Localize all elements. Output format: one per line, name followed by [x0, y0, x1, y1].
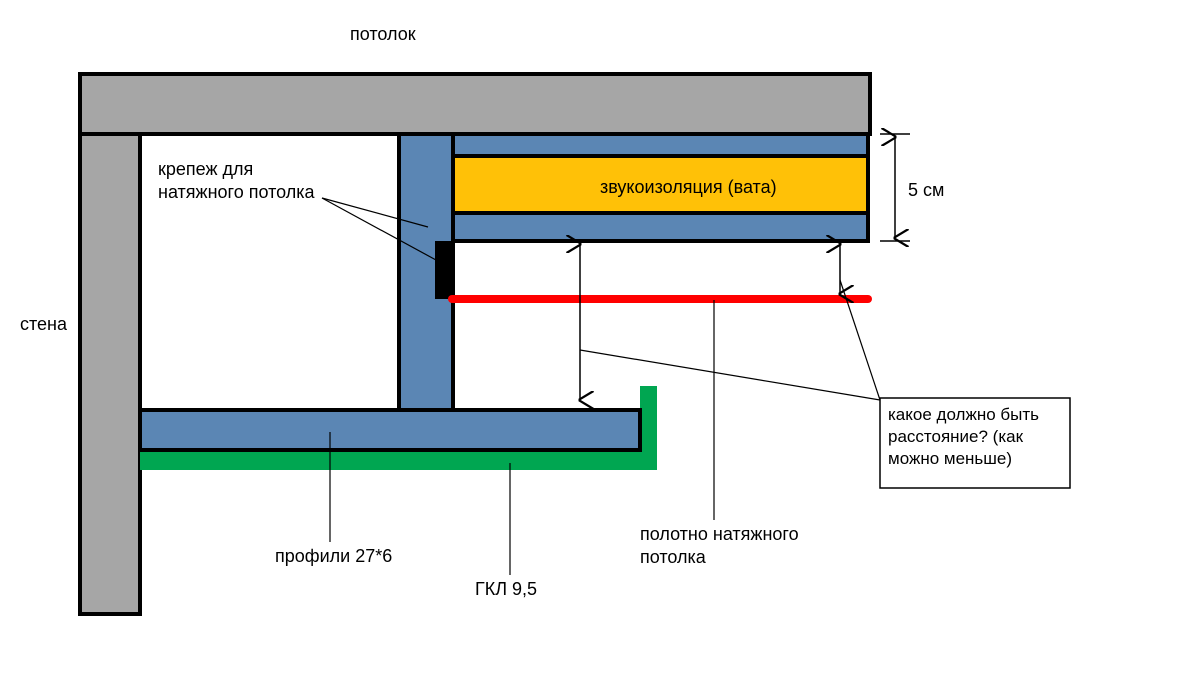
wall	[80, 134, 140, 614]
dim-5cm-label: 5 см	[908, 180, 944, 200]
label-membrane-l2: потолка	[640, 547, 707, 567]
lower-stud	[140, 410, 640, 450]
question-line-2: можно меньше)	[888, 449, 1012, 468]
gkl-bottom	[140, 450, 657, 470]
question-line-0: какое должно быть	[888, 405, 1039, 424]
ceiling-slab	[80, 74, 870, 134]
gkl-right	[640, 386, 657, 470]
ceiling-cross-section-diagram: 5 см потолок стена крепеж для натяжного пото…	[0, 0, 1200, 686]
label-fastener-l2: натяжного потолка	[158, 182, 316, 202]
label-fastener-l1: крепеж для	[158, 159, 253, 179]
label-insulation: звукоизоляция (вата)	[600, 177, 777, 197]
top-right-stud	[453, 134, 868, 156]
mid-right-stud	[453, 213, 868, 241]
question-line-1: расстояние? (как	[888, 427, 1024, 446]
label-ceiling: потолок	[350, 24, 416, 44]
label-membrane-l1: полотно натяжного	[640, 524, 799, 544]
leader-question-0	[580, 350, 880, 400]
fastener	[435, 241, 453, 299]
label-wall: стена	[20, 314, 68, 334]
label-profiles: профили 27*6	[275, 546, 392, 566]
label-gkl: ГКЛ 9,5	[475, 579, 537, 599]
